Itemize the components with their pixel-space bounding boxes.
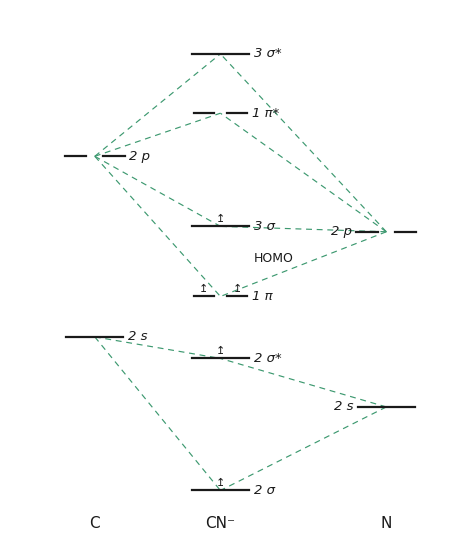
Text: 2 σ*: 2 σ* [254,352,281,365]
Text: 2 p: 2 p [129,150,150,163]
Text: 2 s: 2 s [334,400,353,413]
Text: ↥: ↥ [216,478,225,488]
Text: 2 p: 2 p [331,225,352,238]
Text: 3 σ*: 3 σ* [254,47,281,60]
Text: N: N [381,516,392,531]
Text: ↥: ↥ [216,346,225,356]
Text: ↥: ↥ [232,284,242,294]
Text: 1 π: 1 π [252,290,273,303]
Text: 2 σ: 2 σ [254,484,274,497]
Text: C: C [90,516,100,531]
Text: 2 s: 2 s [128,330,147,343]
Text: 1 π*: 1 π* [252,107,279,120]
Text: 3 σ: 3 σ [254,220,274,233]
Text: ↥: ↥ [199,284,209,294]
Text: CN⁻: CN⁻ [205,516,236,531]
Text: ↥: ↥ [216,214,225,224]
Text: HOMO: HOMO [254,252,293,265]
